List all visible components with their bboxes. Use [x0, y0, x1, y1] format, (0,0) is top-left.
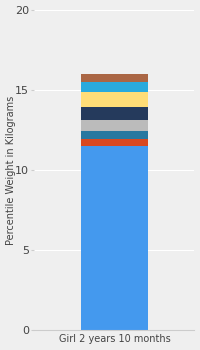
Bar — [81, 120, 148, 132]
Bar — [81, 74, 148, 82]
Bar — [81, 146, 148, 330]
Bar — [81, 132, 148, 139]
Bar — [81, 82, 148, 92]
Bar — [81, 92, 148, 106]
Bar — [81, 139, 148, 146]
Bar — [81, 106, 148, 120]
Y-axis label: Percentile Weight in Kilograms: Percentile Weight in Kilograms — [6, 95, 16, 245]
